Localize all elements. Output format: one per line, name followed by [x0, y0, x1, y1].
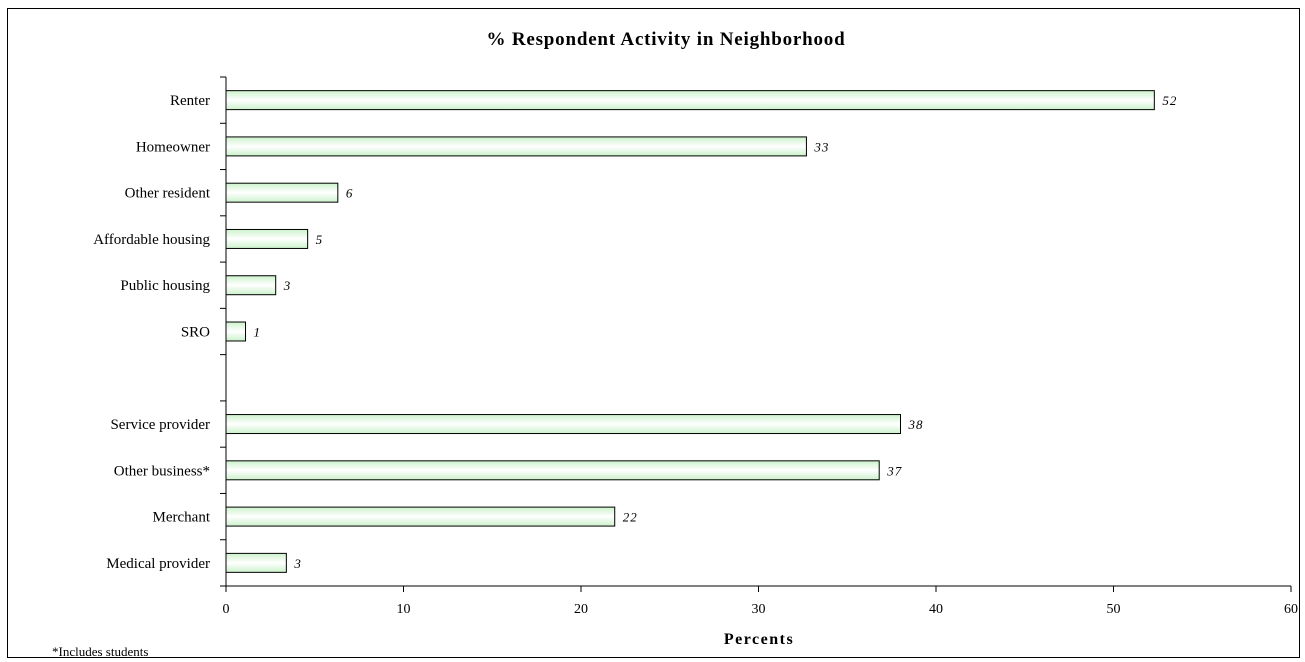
data-label: 3	[293, 556, 302, 571]
category-label: Public housing	[120, 278, 210, 294]
bar	[225, 90, 1155, 111]
data-label: 22	[623, 510, 638, 525]
chart-frame	[7, 8, 1300, 658]
category-label: Affordable housing	[93, 232, 210, 248]
x-axis: 0 10 20 30 40 50 60	[223, 585, 1298, 617]
bar	[225, 414, 901, 435]
footnote: *Includes students	[52, 644, 148, 659]
category-label: Other business*	[114, 463, 210, 479]
data-label: 1	[254, 325, 262, 340]
x-tick-label: 0	[223, 602, 230, 617]
x-tick-label: 10	[397, 602, 411, 617]
category-label: Merchant	[153, 510, 211, 526]
category-label: SRO	[181, 325, 210, 341]
bar	[225, 506, 616, 527]
x-tick-label: 30	[752, 602, 766, 617]
x-tick-label: 60	[1284, 602, 1298, 617]
data-label: 6	[346, 186, 354, 201]
data-label: 38	[908, 417, 924, 432]
bar	[225, 182, 339, 203]
bar	[225, 552, 287, 573]
bar	[225, 275, 277, 296]
chart-title: % Respondent Activity in Neighborhood	[487, 29, 846, 50]
bar	[225, 136, 807, 157]
x-tick-label: 50	[1107, 602, 1121, 617]
category-label: Medical provider	[106, 556, 210, 572]
category-labels: Renter Homeowner Other resident Affordable …	[93, 93, 211, 572]
data-label: 37	[886, 463, 902, 478]
data-label: 33	[813, 139, 829, 154]
bars	[225, 90, 1155, 573]
category-label: Renter	[170, 93, 210, 109]
data-labels: 52 33 6 5 3 1 38 37 22 3	[254, 93, 1177, 571]
bar	[225, 460, 880, 481]
data-label: 3	[283, 278, 292, 293]
x-axis-title: Percents	[724, 631, 794, 648]
x-tick-label: 20	[574, 602, 588, 617]
bar	[225, 321, 247, 342]
category-label: Service provider	[110, 417, 210, 433]
category-label: Homeowner	[136, 139, 210, 155]
y-axis	[220, 76, 227, 587]
category-label: Other resident	[125, 186, 211, 202]
bar	[225, 228, 309, 249]
x-tick-label: 40	[929, 602, 943, 617]
data-label: 5	[316, 232, 324, 247]
data-label: 52	[1162, 93, 1177, 108]
